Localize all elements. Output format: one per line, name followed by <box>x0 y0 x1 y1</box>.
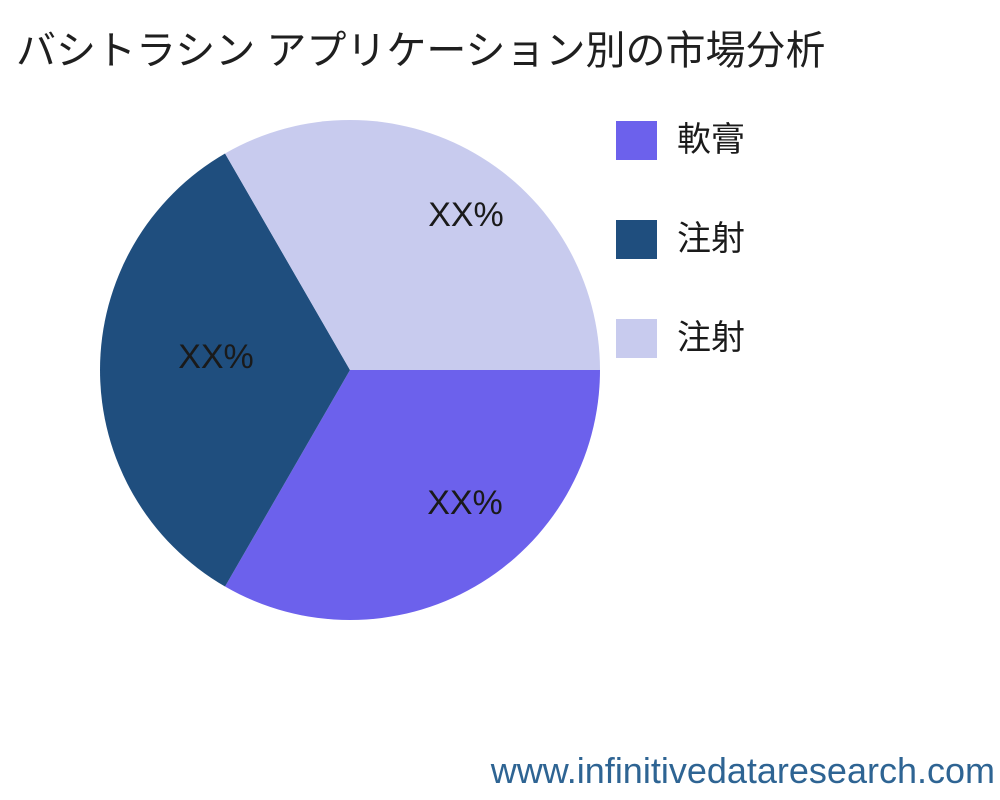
legend-label: 軟膏 <box>677 121 745 159</box>
legend-item-injection-dark: 注射 <box>616 220 745 259</box>
pie-slice-value-label: XX% <box>178 338 254 376</box>
chart-title: バシトラシン アプリケーション別の市場分析 <box>16 29 826 73</box>
legend-color-swatch-icon <box>616 121 657 160</box>
pie-slice-value-label: XX% <box>428 196 504 234</box>
legend-color-swatch-icon <box>616 220 657 259</box>
legend-color-swatch-icon <box>616 319 657 358</box>
pie-slice-1 <box>100 153 350 587</box>
pie-slice-value-label: XX% <box>427 484 503 522</box>
legend-item-ointment: 軟膏 <box>616 121 745 160</box>
website-url: www.infinitivedataresearch.com <box>490 750 995 791</box>
legend-item-injection-light: 注射 <box>616 319 745 358</box>
legend-label: 注射 <box>677 319 745 357</box>
legend-label: 注射 <box>677 220 745 258</box>
legend: 軟膏 注射 注射 <box>616 121 745 418</box>
pie-slice-2 <box>225 120 601 370</box>
pie-slice-0 <box>225 370 601 620</box>
pie-chart: XX% XX% XX% <box>100 120 601 620</box>
